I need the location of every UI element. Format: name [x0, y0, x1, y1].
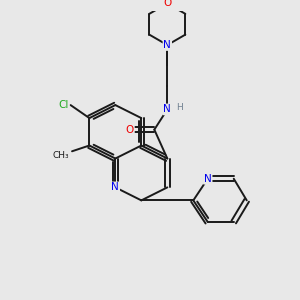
Text: O: O [163, 0, 172, 8]
Text: O: O [126, 124, 134, 135]
Text: H: H [176, 103, 183, 112]
Text: CH₃: CH₃ [52, 151, 69, 160]
Text: N: N [204, 174, 212, 184]
Text: Cl: Cl [58, 100, 69, 110]
Text: N: N [112, 182, 119, 192]
Text: N: N [164, 104, 171, 114]
Text: N: N [164, 40, 171, 50]
